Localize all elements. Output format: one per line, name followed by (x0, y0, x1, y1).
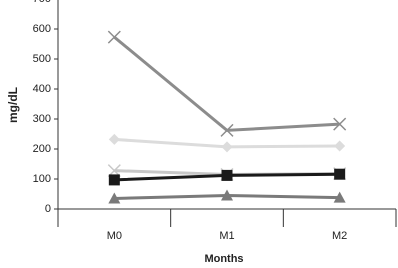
y-tick-label: 100 (33, 173, 51, 185)
marker (108, 133, 120, 145)
y-tick-label: 400 (33, 83, 51, 95)
x-tick-label: M0 (107, 230, 122, 242)
y-axis-label: mg/dL (6, 87, 20, 123)
x-axis-label: Months (204, 253, 243, 265)
marker (334, 168, 346, 180)
marker (221, 169, 233, 181)
y-tick-label: 500 (33, 53, 51, 65)
series-line (113, 35, 340, 132)
x-tick-label: M2 (332, 230, 347, 242)
marker (221, 189, 233, 201)
marker (107, 30, 121, 44)
marker (333, 117, 347, 131)
marker (221, 141, 233, 153)
y-tick-label: 700 (33, 0, 51, 5)
y-tick-label: 600 (33, 23, 51, 35)
marker (108, 192, 121, 204)
marker (334, 140, 346, 152)
y-tick-label: 200 (33, 143, 51, 155)
y-tick-label: 300 (33, 113, 51, 125)
y-tick-label: 0 (45, 203, 51, 215)
marker (220, 123, 234, 137)
marker (108, 174, 120, 186)
marker (333, 191, 346, 203)
x-tick-label: M1 (219, 230, 234, 242)
